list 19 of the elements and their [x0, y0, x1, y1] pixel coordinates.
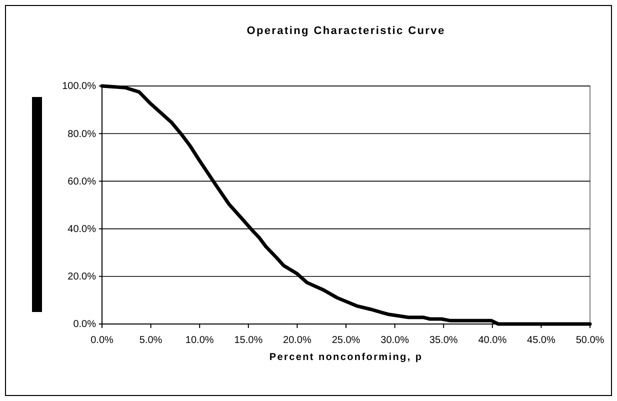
- x-tick-label: 10.0%: [185, 335, 214, 346]
- y-tick-label: 80.0%: [68, 128, 96, 140]
- x-axis-title: Percent nonconforming, p: [269, 352, 423, 363]
- x-tick-label: 50.0%: [576, 335, 604, 346]
- y-tick-label: 20.0%: [68, 272, 96, 283]
- x-tick-label: 40.0%: [478, 335, 507, 346]
- y-tick-label: 0.0%: [73, 319, 96, 330]
- x-tick-label: 35.0%: [429, 335, 458, 346]
- x-tick-label: 15.0%: [234, 335, 263, 346]
- chart-title: Operating Characteristic Curve: [246, 25, 446, 37]
- x-tick-label: 45.0%: [527, 335, 556, 346]
- x-tick-label: 30.0%: [380, 335, 410, 346]
- x-tick-label: 25.0%: [332, 335, 360, 346]
- y-tick-label: 100.0%: [62, 81, 96, 92]
- x-tick-label: 5.0%: [139, 335, 162, 346]
- y-tick-label: 40.0%: [68, 224, 96, 235]
- y-tick-label: 60.0%: [68, 176, 96, 188]
- x-tick-label: 0.0%: [90, 335, 114, 346]
- x-tick-label: 20.0%: [283, 335, 312, 346]
